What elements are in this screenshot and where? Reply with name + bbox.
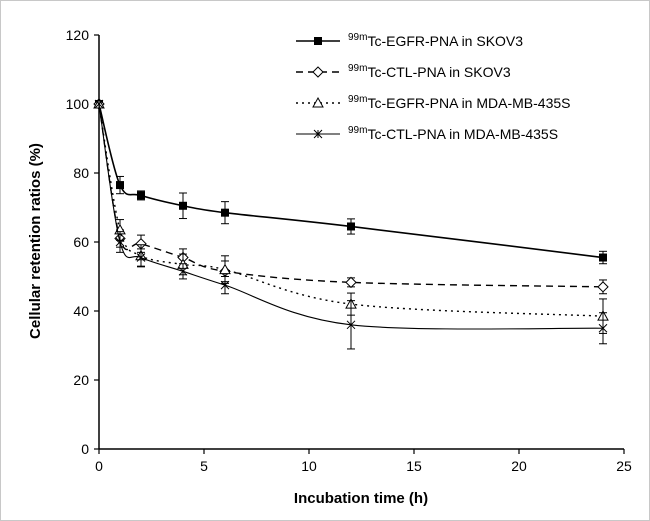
series-1 bbox=[95, 100, 607, 265]
data-point bbox=[94, 99, 104, 109]
legend-label: 99mTc-CTL-PNA in MDA-MB-435S bbox=[348, 125, 558, 142]
y-tick-label: 20 bbox=[73, 372, 89, 388]
legend-label: 99mTc-EGFR-PNA in MDA-MB-435S bbox=[348, 94, 571, 111]
legend-label-superscript: 99m bbox=[348, 125, 367, 136]
y-tick-label: 120 bbox=[66, 27, 90, 43]
marker-square bbox=[179, 201, 187, 210]
marker-square bbox=[314, 37, 322, 45]
y-tick-label: 60 bbox=[73, 234, 89, 250]
x-tick-label: 10 bbox=[301, 458, 317, 474]
legend-label-text: Tc-CTL-PNA in SKOV3 bbox=[367, 64, 510, 80]
legend-label-text: Tc-EGFR-PNA in MDA-MB-435S bbox=[367, 95, 570, 111]
x-tick-label: 0 bbox=[95, 458, 103, 474]
legend-label: 99mTc-EGFR-PNA in SKOV3 bbox=[348, 32, 523, 49]
data-point bbox=[221, 208, 229, 217]
x-tick-label: 15 bbox=[406, 458, 422, 474]
legend-label: 99mTc-CTL-PNA in SKOV3 bbox=[348, 63, 511, 80]
legend-label-superscript: 99m bbox=[348, 94, 367, 105]
marker-square bbox=[137, 191, 145, 200]
legend-entry-2: 99mTc-CTL-PNA in SKOV3 bbox=[296, 63, 511, 80]
data-point bbox=[345, 276, 357, 289]
marker-diamond bbox=[345, 276, 357, 289]
legend-marker bbox=[312, 96, 324, 108]
y-tick-label: 0 bbox=[81, 441, 89, 457]
marker-triangle bbox=[219, 263, 231, 275]
marker-square bbox=[347, 222, 355, 231]
marker-square bbox=[599, 253, 607, 262]
x-tick-label: 20 bbox=[511, 458, 527, 474]
series-line bbox=[98, 103, 604, 330]
legend-entry-3: 99mTc-EGFR-PNA in MDA-MB-435S bbox=[296, 94, 571, 111]
data-point bbox=[137, 191, 145, 200]
data-point bbox=[598, 323, 608, 333]
y-tick-label: 100 bbox=[66, 96, 90, 112]
x-tick-label: 25 bbox=[616, 458, 632, 474]
data-point bbox=[597, 281, 609, 293]
data-point bbox=[346, 320, 356, 330]
marker-square bbox=[221, 208, 229, 217]
y-tick-label: 40 bbox=[73, 303, 89, 319]
marker-diamond bbox=[597, 281, 609, 293]
legend-label-text: Tc-EGFR-PNA in SKOV3 bbox=[367, 33, 523, 49]
data-point bbox=[136, 253, 146, 262]
y-tick-label: 80 bbox=[73, 165, 89, 181]
legend-marker bbox=[313, 129, 323, 139]
data-point bbox=[219, 263, 231, 275]
data-point bbox=[179, 201, 187, 210]
marker-triangle bbox=[312, 96, 324, 108]
legend-label-superscript: 99m bbox=[348, 63, 367, 74]
data-point bbox=[347, 222, 355, 231]
data-point bbox=[599, 253, 607, 262]
legend-label-superscript: 99m bbox=[348, 32, 367, 43]
legend-label-text: Tc-CTL-PNA in MDA-MB-435S bbox=[367, 126, 558, 142]
data-point bbox=[220, 280, 230, 290]
series-4 bbox=[94, 99, 608, 350]
y-axis-label: Cellular retention ratios (%) bbox=[27, 143, 44, 339]
legend-entry-1: 99mTc-EGFR-PNA in SKOV3 bbox=[296, 32, 523, 49]
data-point bbox=[116, 181, 124, 190]
data-point bbox=[115, 237, 125, 247]
x-axis-label: Incubation time (h) bbox=[294, 490, 428, 507]
legend-entry-4: 99mTc-CTL-PNA in MDA-MB-435S bbox=[296, 125, 558, 142]
plot-area: 0 20 40 60 80 100 120 0 5 10 15 20 25 bbox=[66, 27, 632, 474]
data-point bbox=[178, 266, 188, 276]
legend-marker bbox=[314, 37, 322, 45]
marker-diamond bbox=[312, 66, 324, 78]
marker-square bbox=[116, 181, 124, 190]
x-tick-label: 5 bbox=[200, 458, 208, 474]
legend-marker bbox=[312, 66, 324, 78]
